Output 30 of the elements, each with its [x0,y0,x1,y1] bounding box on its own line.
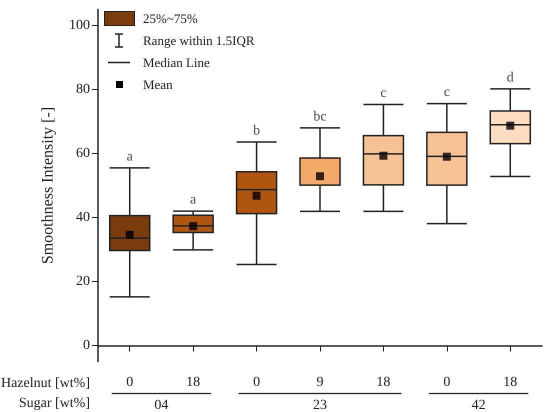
x-tick-label: 18 [186,375,200,390]
annotation: c [444,85,450,100]
x-axis-title: Hazelnut [wt%] [0,376,90,391]
annotation: Range within 1.5IQR [143,32,255,48]
x-tick-label: 0 [126,375,134,390]
annotation: a [126,149,134,164]
y-tick-label: 100 [69,18,90,33]
x-tick-label: 0 [253,375,260,390]
y-tick-label: 40 [76,210,90,225]
annotation: d [506,70,514,86]
text: 23 [313,398,327,412]
x-tick-label: 18 [376,375,390,390]
annotation: b [253,123,260,138]
text: 42 [472,398,486,412]
y-tick-label: 20 [76,274,90,289]
annotation: Median Line [143,54,210,70]
legend-label: 25%~75% [143,10,198,26]
text: 04 [154,398,168,412]
y-axis-title: Smoothness Intensity [-] [40,106,56,264]
annotation: Mean [143,76,173,92]
annotation: c [380,86,387,102]
y-tick-label: 60 [76,146,90,161]
x-tick-label: 9 [316,375,324,390]
y-tick-label: 0 [83,338,90,353]
y-tick-label: 80 [76,82,90,97]
x-tick-label: 0 [443,375,450,390]
text: Sugar [wt%] [18,396,90,411]
annotation: a [190,192,198,208]
x-tick-label: 18 [503,375,518,390]
annotation: bc [313,109,327,124]
